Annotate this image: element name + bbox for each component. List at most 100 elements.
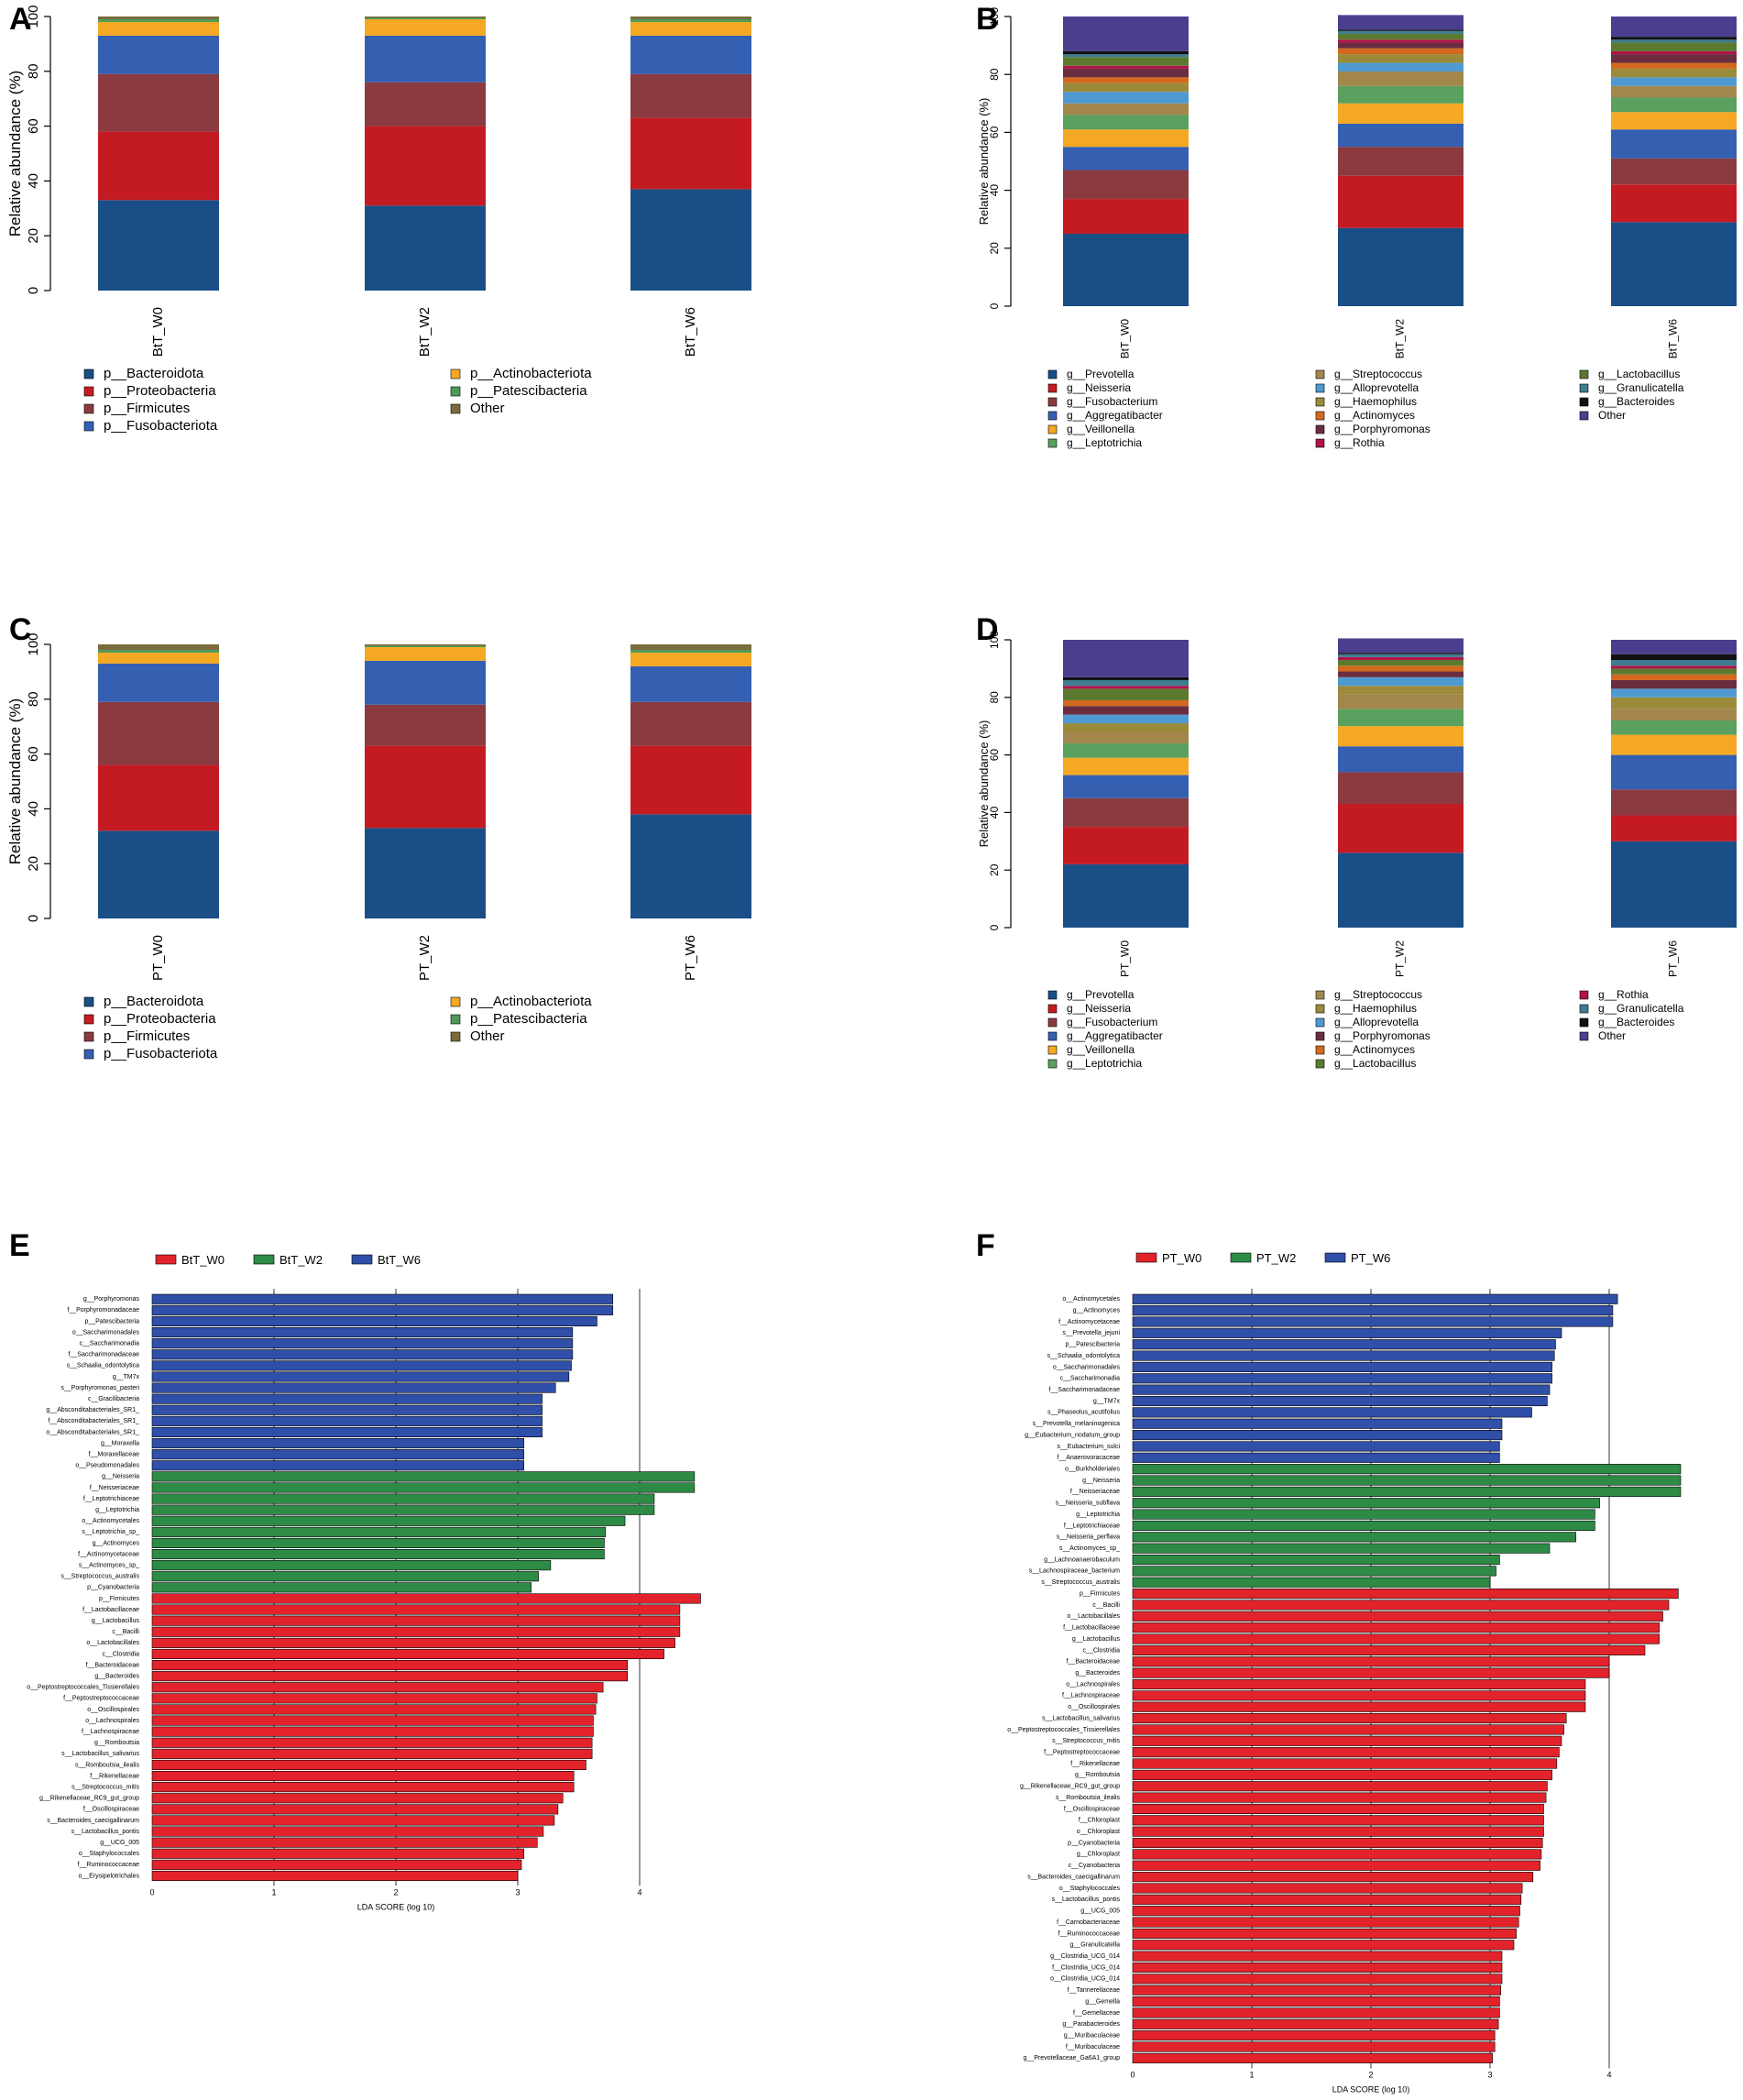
bar-segment — [365, 126, 486, 206]
lda-bar — [1132, 1633, 1660, 1644]
legend-swatch — [253, 1254, 275, 1265]
bar-segment — [1063, 699, 1189, 707]
lda-bar-label: f__Leptotrichiaceae — [1064, 1523, 1120, 1529]
lda-bar-label: o__Oscillospirales — [1068, 1704, 1120, 1710]
bar-segment — [1063, 679, 1189, 687]
lda-bar-label: s__Phaseolus_acutifolius — [1047, 1410, 1120, 1416]
lda-bar-label: f__Absconditabacteriales_SR1_ — [48, 1418, 139, 1424]
legend-swatch — [1579, 411, 1589, 421]
lda-bar — [151, 1349, 574, 1360]
lda-bar — [151, 1382, 556, 1393]
lda-bar — [1132, 1622, 1660, 1633]
lda-bar — [151, 1482, 696, 1493]
legend-swatch — [1579, 369, 1589, 379]
lda-bar — [1132, 1906, 1520, 1917]
lda-bar — [151, 1759, 586, 1770]
lda-bar — [1132, 2041, 1496, 2052]
lda-bar-label: s__Actinomyces_sp_ — [1059, 1545, 1120, 1552]
lda-bar-label: s__Eubacterium_sulci — [1058, 1444, 1121, 1450]
bar-segment — [1611, 734, 1737, 755]
bar-segment — [1063, 50, 1189, 55]
lda-bar — [1132, 1532, 1576, 1543]
legend-swatch — [1047, 990, 1058, 1000]
lda-bar — [1132, 1860, 1540, 1871]
lda-bar — [1132, 1498, 1600, 1509]
lda-bar-label: g__UCG_005 — [1080, 1908, 1120, 1915]
bar-segment — [1338, 15, 1463, 30]
lda-bar — [1132, 1452, 1500, 1463]
lda-bar-label: p__Firmicutes — [99, 1596, 139, 1602]
legend-swatch — [1047, 424, 1058, 434]
bar-segment — [1611, 654, 1737, 660]
lda-bar-label: g__Chloroplast — [1077, 1852, 1120, 1858]
lda-bar — [151, 1438, 524, 1449]
panel-letter: A — [9, 2, 32, 37]
lda-bar — [1132, 1713, 1567, 1724]
lda-bar — [151, 1671, 629, 1682]
bar-segment — [1338, 803, 1463, 853]
lda-bar — [1132, 1917, 1519, 1928]
lda-bar-label: g__Lactobacillus — [92, 1618, 140, 1624]
legend-entry: Other — [1598, 409, 1626, 422]
bar-segment — [1338, 175, 1463, 228]
legend-swatch — [450, 403, 461, 414]
x-tick-label: BtT_W0 — [1119, 319, 1132, 359]
lda-bar-label: o__Lachnospirales — [85, 1718, 139, 1724]
lda-bar — [1132, 1747, 1560, 1758]
bar-segment — [1611, 674, 1737, 680]
lda-bar — [151, 1293, 614, 1304]
lda-bar-label: f__Bacteroidaceae — [1067, 1659, 1120, 1666]
bar-segment — [1611, 659, 1737, 666]
lda-bar — [1132, 1464, 1682, 1475]
lda-bar-label: c__Clostridia — [103, 1651, 140, 1657]
lda-bar-label: g__Actinomyces — [93, 1540, 140, 1546]
bar-segment — [1338, 227, 1463, 306]
lda-bar — [151, 1571, 539, 1582]
legend-entry: g__Prevotella — [1067, 988, 1135, 1001]
lda-bar — [1132, 1769, 1552, 1780]
bar-segment — [1338, 123, 1463, 148]
lda-bar-label: s__Leptotrichia_sp_ — [82, 1529, 139, 1535]
lda-bar — [151, 1637, 675, 1648]
lda-bar — [151, 1626, 681, 1637]
legend-entry: g__Alloprevotella — [1334, 381, 1419, 394]
x-tick-label: 0 — [1130, 2070, 1135, 2079]
bar-segment — [1338, 71, 1463, 86]
lda-bar — [1132, 1520, 1595, 1531]
y-tick-label: 60 — [988, 749, 1001, 762]
lda-bar-label: g__Moraxella — [101, 1440, 139, 1446]
lda-bar-label: f__Peptostreptococcaceae — [63, 1696, 139, 1702]
bar-segment — [98, 663, 219, 702]
lda-bar — [1132, 1327, 1562, 1338]
lda-bar — [1132, 1974, 1503, 1985]
legend-entry: BtT_W0 — [181, 1253, 225, 1267]
lda-bar-label: f__Gemellaceae — [1073, 2010, 1120, 2017]
lda-bar — [151, 1682, 604, 1693]
legend-entry: g__Rothia — [1334, 436, 1385, 449]
lda-bar-label: g__Prevotellaceae_Ga6A1_group — [1024, 2055, 1121, 2062]
legend-swatch — [1315, 1045, 1325, 1055]
lda-bar — [151, 1327, 574, 1338]
lda-bar — [151, 1870, 519, 1881]
lda-bar — [1132, 1826, 1544, 1837]
bar-segment — [1063, 743, 1189, 758]
legend-entry: PT_W6 — [1351, 1251, 1390, 1265]
legend-swatch — [450, 1031, 461, 1042]
y-tick-label: 0 — [26, 287, 41, 294]
bar-segment — [365, 828, 486, 918]
lda-bar — [1132, 1678, 1586, 1690]
lda-bar-label: s__Porphyromonas_pasteri — [60, 1385, 139, 1391]
bar-segment — [1338, 638, 1463, 654]
x-tick-label: PT_W6 — [683, 935, 698, 981]
lda-bar — [151, 1604, 681, 1615]
lda-bar-label: f__Saccharimonadaceae — [1049, 1387, 1121, 1393]
bar-segment — [1063, 234, 1189, 306]
lda-bar-label: s__Prevotella_jejuni — [1062, 1330, 1120, 1336]
x-tick-label: PT_W6 — [1667, 940, 1680, 977]
x-tick-label: PT_W2 — [417, 935, 433, 981]
legend-entry: PT_W0 — [1162, 1251, 1201, 1265]
bar-segment — [1338, 33, 1463, 40]
lda-bar — [1132, 1872, 1534, 1883]
bar-segment — [365, 644, 486, 646]
